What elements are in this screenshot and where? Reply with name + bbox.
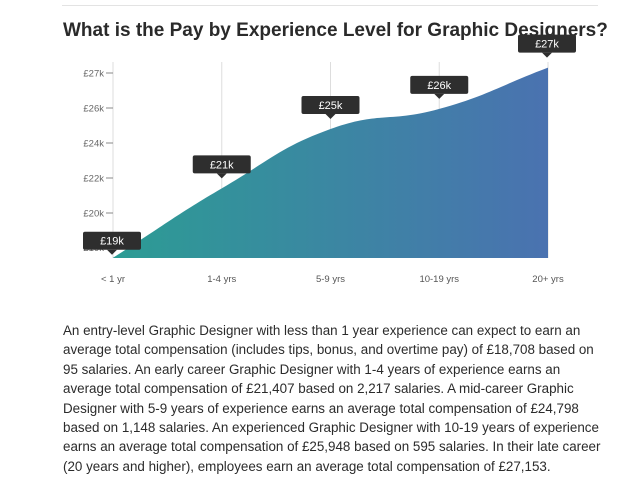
y-tick-label: £24k: [83, 139, 104, 150]
x-tick-label: 10-19 yrs: [419, 274, 459, 285]
data-label-box: [83, 231, 141, 250]
data-label: £27k: [518, 34, 576, 58]
x-tick-label: 20+ yrs: [532, 274, 564, 285]
data-label-box: [410, 75, 469, 94]
data-label-text: £27k: [535, 39, 559, 51]
description-text: An entry-level Graphic Designer with les…: [63, 323, 601, 474]
data-label-box: [301, 96, 360, 115]
data-label-pointer: [107, 249, 117, 255]
x-tick-label: < 1 yr: [101, 274, 125, 285]
data-label-pointer: [216, 173, 227, 179]
y-tick-label: £22k: [83, 174, 104, 185]
data-label-text: £19k: [100, 236, 124, 248]
y-tick-label: £20k: [83, 209, 104, 220]
chart-title: What is the Pay by Experience Level for …: [63, 20, 608, 41]
y-tick-label: £27k: [83, 69, 104, 80]
x-tick-label: 5-9 yrs: [316, 274, 345, 285]
data-label: £26k: [410, 75, 469, 99]
data-label-text: £26k: [427, 80, 451, 92]
chart: £19k £20k £22k £24k £26k £27k < 1 yr 1-4 yrs 5-…: [83, 34, 576, 285]
y-tick-label: £26k: [83, 104, 104, 115]
data-label-box: [518, 34, 576, 53]
data-label-text: £21k: [210, 159, 234, 171]
data-label-text: £25k: [319, 100, 343, 112]
top-divider: [62, 5, 598, 6]
data-label-pointer: [434, 93, 445, 99]
data-label: £21k: [192, 155, 251, 179]
data-label: £25k: [301, 96, 360, 120]
x-tick-label: 1-4 yrs: [207, 274, 236, 285]
data-label: £19k: [83, 231, 141, 255]
area-series: [113, 67, 548, 259]
data-label-pointer: [325, 114, 336, 120]
data-label-pointer: [542, 52, 552, 58]
data-label-box: [192, 155, 251, 174]
